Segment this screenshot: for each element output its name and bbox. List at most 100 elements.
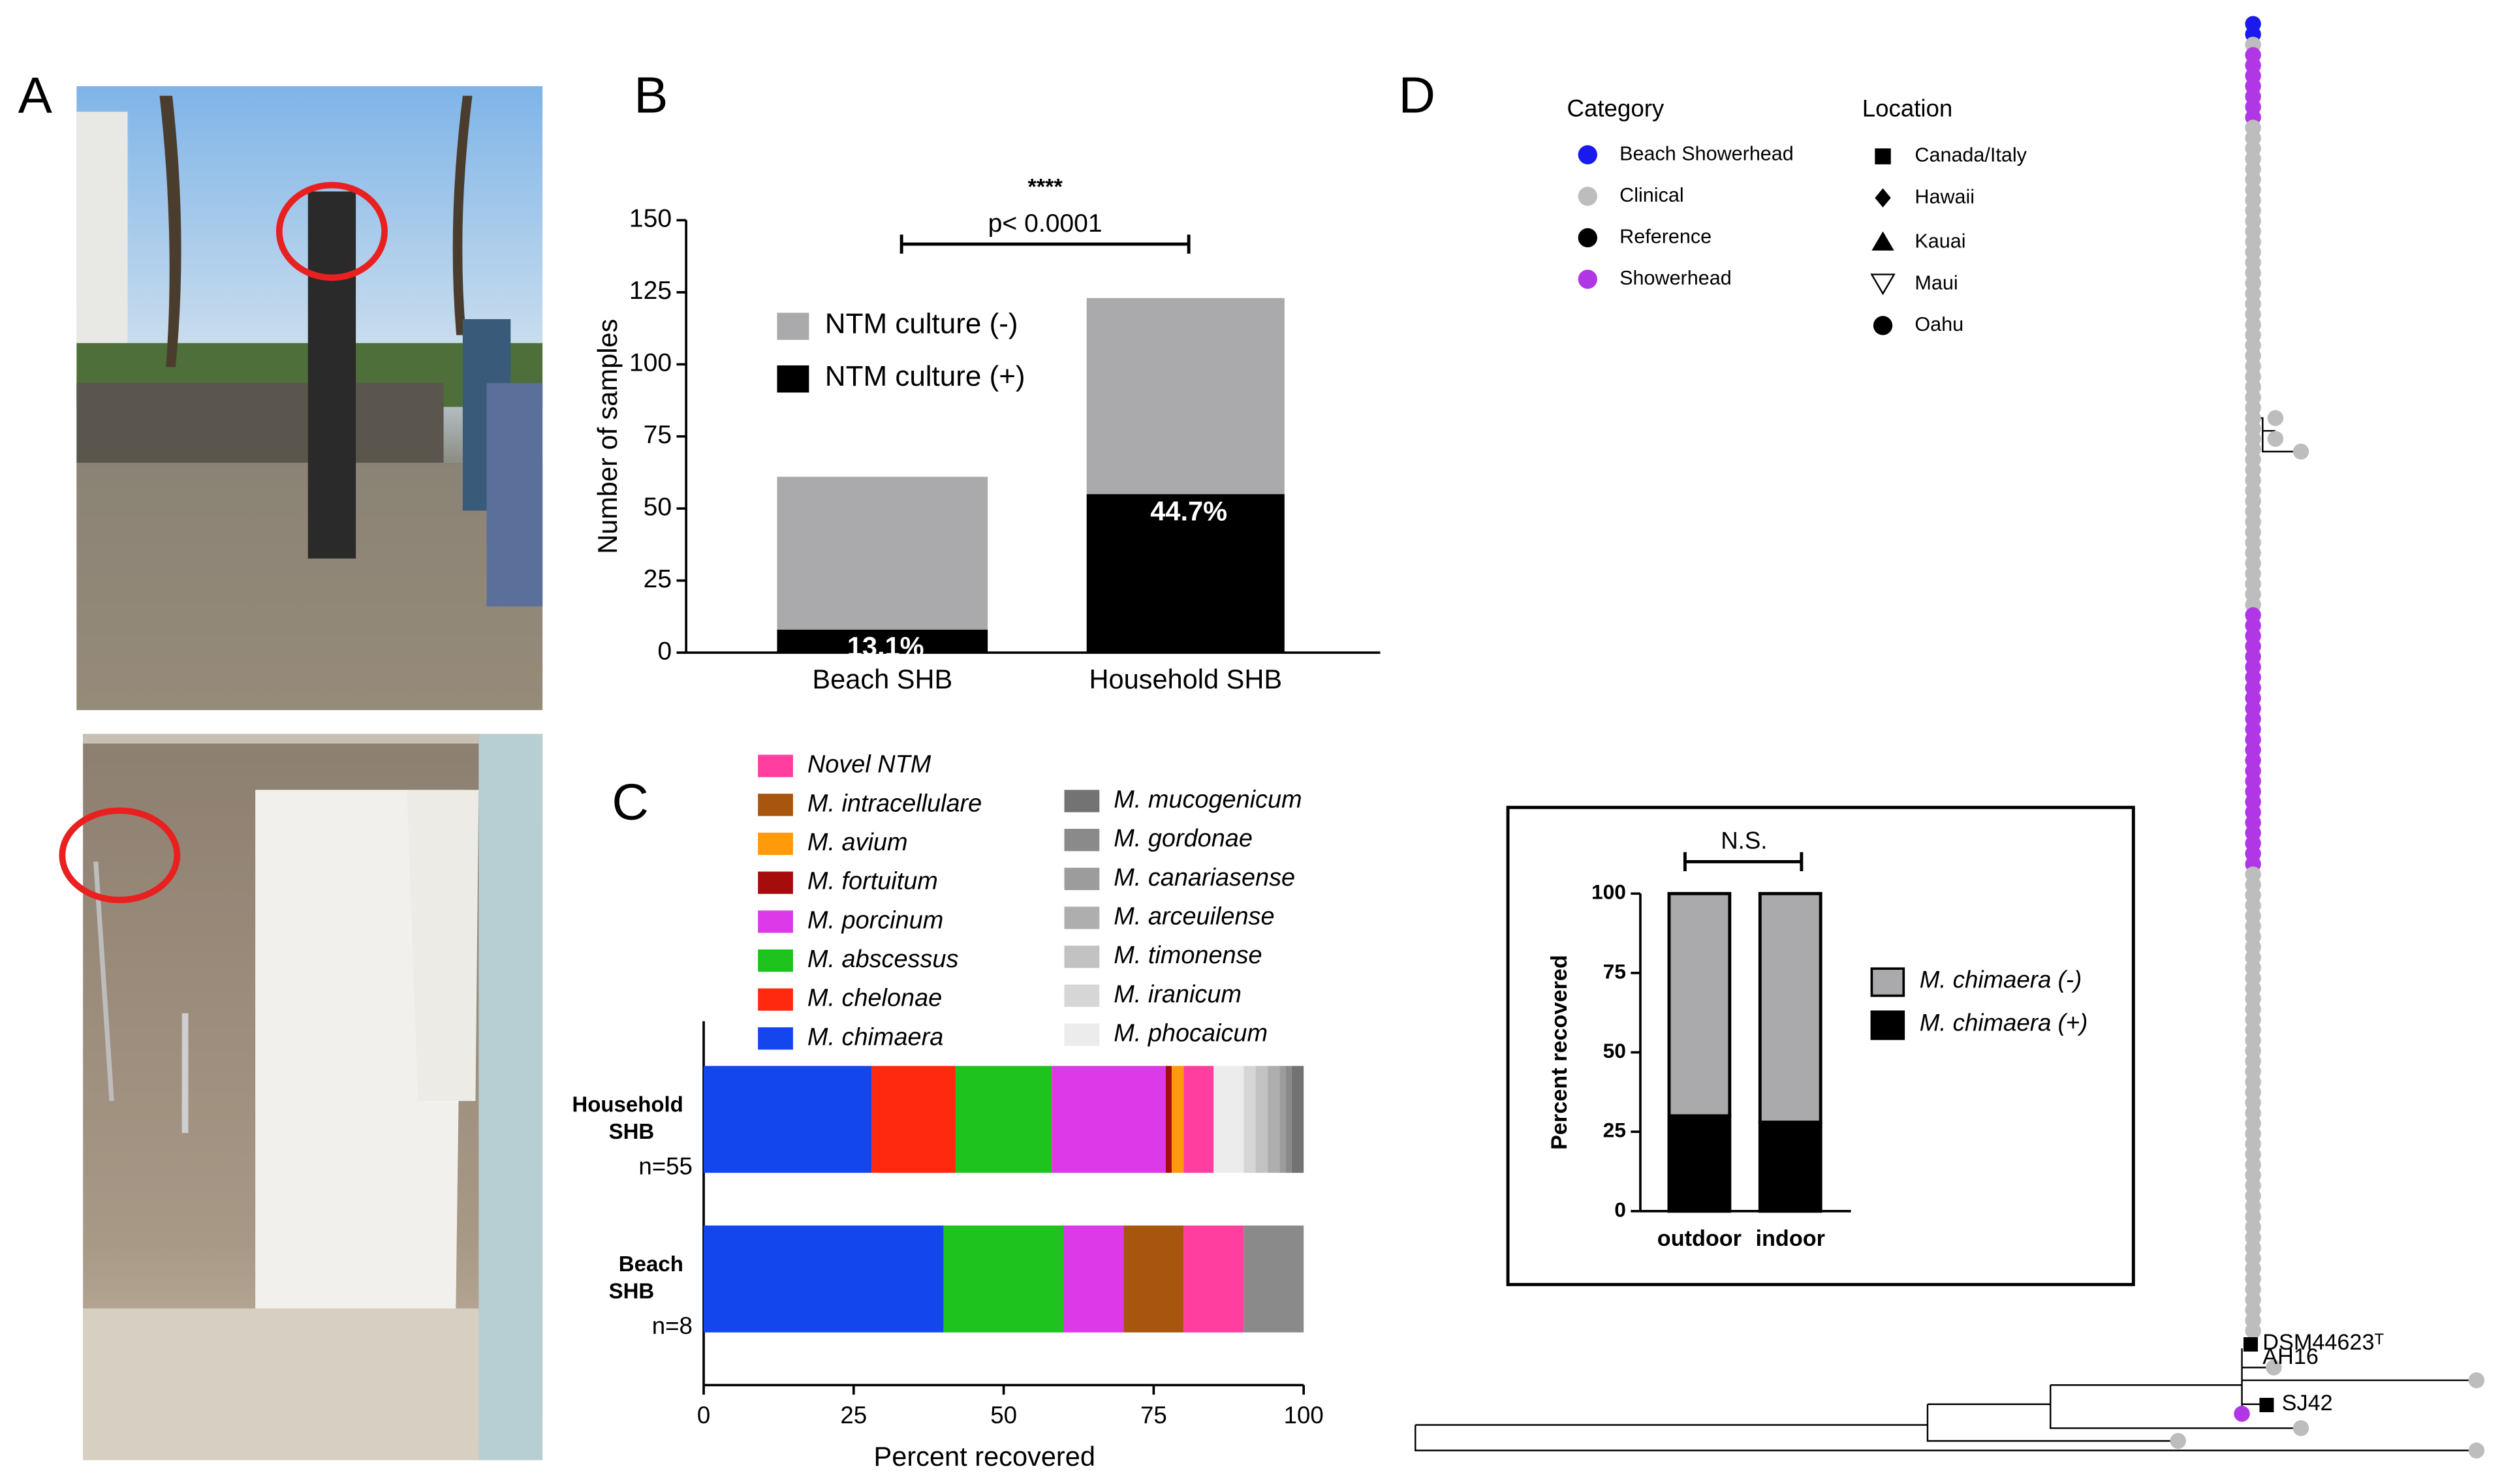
label-line: Household <box>572 1092 689 1116</box>
tree-tip <box>2267 410 2284 426</box>
x-tick-label: 50 <box>990 1402 1017 1429</box>
legend-title: Category <box>1567 95 1665 121</box>
legend-label: M. porcinum <box>807 906 943 934</box>
bar <box>1279 1066 1286 1173</box>
legend-marker <box>1870 273 1896 296</box>
legend-marker <box>1873 316 1893 335</box>
significance-bracket <box>1683 852 1804 872</box>
tree-tip <box>2292 1420 2309 1436</box>
x-tick-label: outdoor <box>1657 1226 1742 1251</box>
legend-swatch <box>1064 906 1100 929</box>
legend-swatch <box>777 365 809 393</box>
bar <box>777 629 988 653</box>
y-tick-label: 50 <box>644 493 672 521</box>
legend-label: NTM culture (+) <box>825 360 1025 392</box>
y-tick-label: 50 <box>1603 1039 1626 1062</box>
y-tick-label: Beach SHB <box>609 1252 689 1303</box>
legend-label: Oahu <box>1915 313 1963 335</box>
legend-label: Reference <box>1619 225 1712 247</box>
legend-label: M. avium <box>807 829 908 856</box>
sample-size: n=8 <box>652 1312 693 1339</box>
tree-tip <box>2259 1397 2274 1412</box>
bar <box>1086 494 1285 653</box>
legend-title: Location <box>1862 95 1953 121</box>
y-tick-label: 75 <box>1603 959 1626 983</box>
beach-photo <box>76 86 543 711</box>
legend-label: M. iranicum <box>1114 981 1242 1008</box>
tip-label: DSM44623ᵀ <box>2262 1330 2384 1355</box>
tree-tip <box>2234 1406 2250 1422</box>
bar <box>1183 1225 1244 1333</box>
y-tick-label: 125 <box>629 277 672 305</box>
x-axis-label: Percent recovered <box>874 1441 1095 1472</box>
legend-marker <box>1871 231 1894 251</box>
panel-label: D <box>1398 66 1435 123</box>
legend-marker <box>1875 188 1891 208</box>
y-tick-label: 25 <box>644 565 672 593</box>
legend-marker <box>1875 148 1891 164</box>
bar <box>956 1066 1052 1173</box>
legend-swatch <box>758 910 793 933</box>
x-tick-label: Beach SHB <box>812 664 952 694</box>
significance-stars: **** <box>1028 175 1063 200</box>
bar <box>871 1066 956 1173</box>
significance-text: p< 0.0001 <box>988 209 1102 238</box>
panel-label: C <box>612 773 648 830</box>
y-tick-label: 150 <box>629 205 672 233</box>
bar <box>1243 1066 1256 1173</box>
tree-tip <box>2170 1432 2186 1449</box>
bar <box>943 1225 1064 1333</box>
legend-label: M. timonense <box>1114 942 1262 969</box>
label-line: Beach <box>619 1252 689 1276</box>
legend-swatch <box>758 988 793 1011</box>
legend-swatch <box>1064 1023 1100 1046</box>
bar <box>1255 1066 1268 1173</box>
label-line: SHB <box>609 1119 655 1143</box>
bar <box>1285 1066 1292 1173</box>
x-tick-label: 75 <box>1140 1402 1167 1429</box>
legend-swatch <box>758 1027 793 1050</box>
legend-label: M. canariasense <box>1114 864 1295 891</box>
legend-label: Beach Showerhead <box>1619 142 1794 164</box>
legend-swatch <box>758 832 793 856</box>
legend-label: M. mucogenicum <box>1114 786 1302 813</box>
tree-tip <box>2243 1337 2258 1352</box>
bar <box>1667 1114 1732 1213</box>
y-axis-label: Number of samples <box>592 319 623 554</box>
bar <box>1268 1066 1280 1173</box>
legend-label: Maui <box>1915 271 1958 294</box>
legend-swatch <box>1870 1010 1905 1040</box>
data-label: 13.1% <box>847 631 924 662</box>
y-tick-label: 75 <box>644 421 672 449</box>
tree-tip <box>2468 1372 2485 1389</box>
bar <box>1052 1066 1166 1173</box>
legend-swatch <box>1064 984 1100 1007</box>
bar <box>1171 1066 1184 1173</box>
legend-label: M. chimaera <box>807 1023 943 1051</box>
legend-swatch <box>1064 829 1100 852</box>
legend-label: Clinical <box>1619 184 1683 206</box>
bar <box>1758 1121 1822 1213</box>
legend-swatch <box>758 871 793 894</box>
legend-label: NTM culture (-) <box>825 307 1018 339</box>
legend-label: M. chimaera (+) <box>1920 1009 2088 1036</box>
bar <box>1123 1225 1184 1333</box>
legend-label: Showerhead <box>1619 267 1732 289</box>
x-tick-label: 25 <box>840 1402 867 1429</box>
y-tick-label: 100 <box>1591 880 1626 904</box>
bar <box>1183 1066 1214 1173</box>
tip-label: AH16 <box>2262 1344 2319 1369</box>
legend-swatch <box>777 313 809 340</box>
tip-label: SJ42 <box>2282 1391 2333 1415</box>
data-label: 44.7% <box>1150 495 1227 526</box>
tree-tip <box>2267 431 2284 447</box>
legend-swatch <box>758 949 793 972</box>
legend-label: M. chimaera (-) <box>1920 966 2082 993</box>
legend-label: M. intracellulare <box>807 790 982 817</box>
bar <box>1213 1066 1244 1173</box>
legend-swatch <box>1870 967 1905 997</box>
legend-marker <box>1578 145 1597 164</box>
legend-label: Hawaii <box>1915 185 1975 208</box>
bar <box>1165 1066 1172 1173</box>
